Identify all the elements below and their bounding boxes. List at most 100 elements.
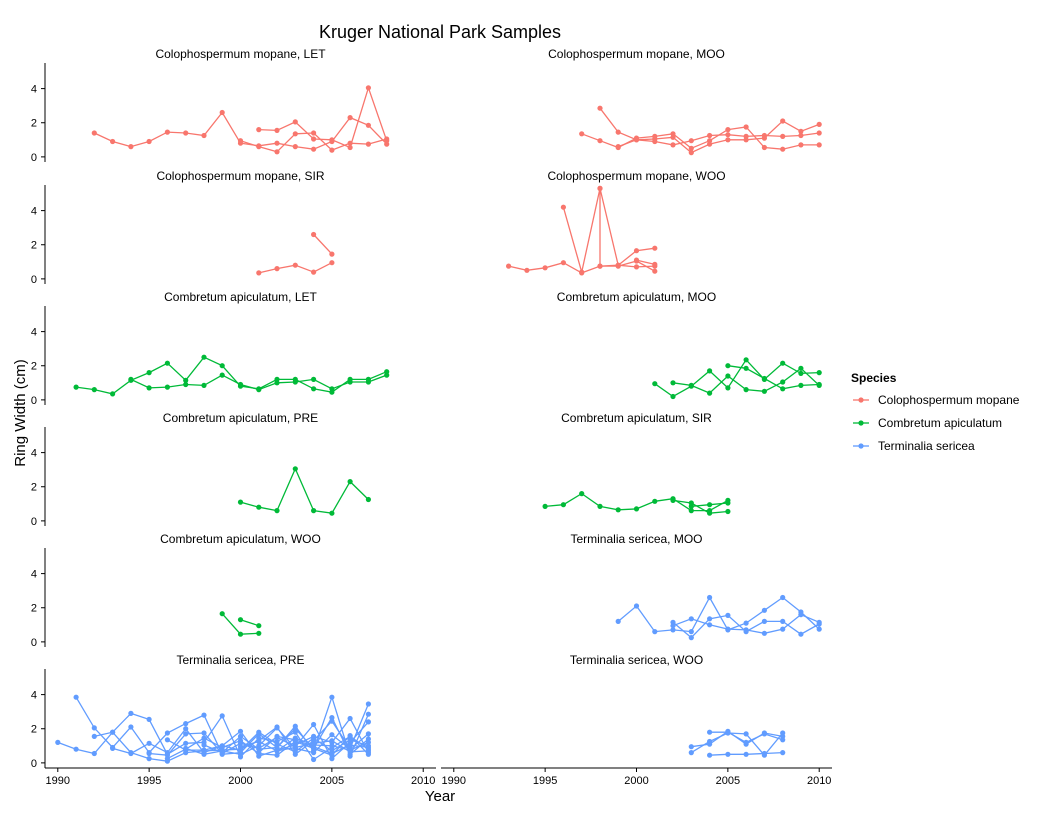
data-point <box>329 137 335 143</box>
series-line <box>313 234 333 255</box>
data-point <box>798 365 804 371</box>
data-point <box>652 245 658 251</box>
y-tick-label: 2 <box>31 482 37 494</box>
data-point <box>237 728 244 734</box>
data-point <box>201 712 207 718</box>
data-point <box>274 266 280 272</box>
data-point <box>633 137 640 143</box>
data-point <box>292 131 298 137</box>
data-point <box>560 502 567 508</box>
data-point <box>91 725 97 731</box>
data-point <box>164 129 170 135</box>
y-tick-label: 2 <box>31 361 37 373</box>
y-tick-label: 0 <box>31 152 37 164</box>
x-axis-title: Year <box>425 788 455 805</box>
data-point <box>73 694 79 700</box>
data-point <box>237 138 244 144</box>
data-point <box>743 124 749 130</box>
data-point <box>743 739 749 746</box>
series-line <box>690 732 784 757</box>
data-point <box>542 503 548 509</box>
data-point <box>780 360 786 366</box>
data-point <box>201 354 207 360</box>
data-point <box>256 144 262 150</box>
data-point <box>780 133 786 139</box>
strip-label: Colophospermum mopane, LET <box>155 47 326 61</box>
data-point <box>110 729 116 735</box>
data-point <box>237 617 244 623</box>
data-point <box>365 85 371 91</box>
data-point <box>365 748 371 754</box>
data-point <box>670 623 676 629</box>
data-point <box>128 710 134 717</box>
series-line <box>94 712 369 761</box>
data-point <box>110 391 116 397</box>
y-tick-label: 2 <box>31 118 37 130</box>
data-point <box>201 742 207 748</box>
data-point <box>688 744 694 750</box>
strip-label: Colophospermum mopane, WOO <box>547 169 725 183</box>
data-point <box>146 740 152 746</box>
data-point <box>780 750 786 756</box>
data-point <box>164 756 170 762</box>
data-point <box>329 510 335 516</box>
data-point <box>256 504 262 510</box>
data-point <box>329 743 335 749</box>
data-point <box>816 130 822 136</box>
y-tick-label: 0 <box>31 395 37 407</box>
data-point <box>201 747 207 753</box>
data-point <box>201 735 207 741</box>
data-point <box>743 751 749 757</box>
data-point <box>237 733 244 740</box>
strip-label: Combretum apiculatum, WOO <box>160 532 321 546</box>
strip-label: Combretum apiculatum, SIR <box>561 411 712 425</box>
data-point <box>365 739 371 746</box>
data-point <box>542 265 548 271</box>
panel-terminalia-sericea-pre: Terminalia sericea, PRE 0 2 4 1990 1995 2000 20… <box>31 653 436 787</box>
data-point <box>329 260 335 266</box>
data-point <box>274 752 280 758</box>
data-point <box>365 379 371 385</box>
data-point <box>365 711 371 717</box>
data-point <box>183 377 189 383</box>
data-point <box>256 729 262 735</box>
data-point <box>688 145 694 151</box>
data-point <box>237 631 244 637</box>
data-point <box>292 119 298 125</box>
series-line <box>240 619 260 627</box>
data-point <box>761 630 768 636</box>
data-point <box>761 132 768 139</box>
data-point <box>780 730 786 736</box>
data-point <box>707 622 713 628</box>
data-point <box>347 379 353 385</box>
panel-combretum-apiculatum-pre: Combretum apiculatum, PRE 0 2 4 <box>31 411 371 528</box>
data-point <box>347 479 353 485</box>
data-point <box>311 721 317 728</box>
data-point <box>128 724 134 730</box>
data-point <box>329 251 335 257</box>
data-point <box>780 618 786 625</box>
data-point <box>725 626 731 632</box>
data-point <box>329 738 335 744</box>
data-point <box>725 363 731 369</box>
data-point <box>183 745 189 752</box>
data-point <box>652 261 658 267</box>
series-line <box>167 716 369 760</box>
data-point <box>237 738 244 744</box>
data-point <box>615 262 621 268</box>
data-point <box>816 626 822 632</box>
data-point <box>256 630 262 636</box>
y-tick-label: 0 <box>31 637 37 649</box>
data-point <box>761 388 768 394</box>
data-point <box>311 750 317 756</box>
data-point <box>146 370 152 376</box>
data-point <box>798 612 804 618</box>
data-point <box>688 616 694 622</box>
data-point <box>292 726 298 732</box>
data-point <box>347 733 353 739</box>
data-point <box>311 136 317 142</box>
legend-label: Terminalia sericea <box>878 439 975 453</box>
panel-colophospermum-mopane-moo: Colophospermum mopane, MOO <box>548 47 822 156</box>
data-point <box>597 503 603 509</box>
data-point <box>311 376 317 382</box>
